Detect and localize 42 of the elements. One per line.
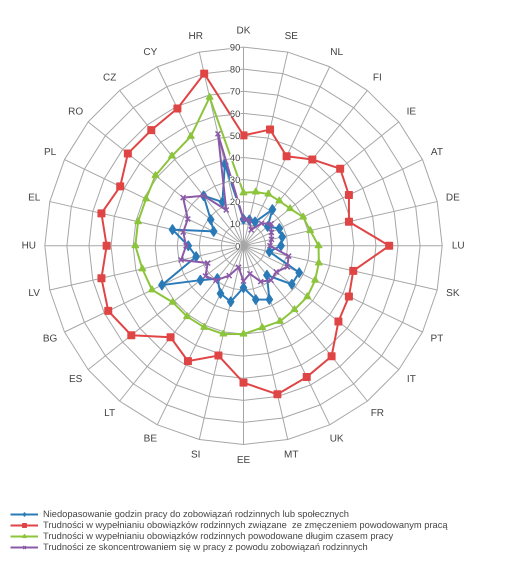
y-tick-label: 0 bbox=[235, 241, 240, 252]
legend-label: Trudności w wypełnianiu obowiązków rodzinnych powodowane długim czasem pracy bbox=[43, 531, 394, 541]
y-tick-label: 70 bbox=[230, 86, 240, 97]
spoke-label: RO bbox=[68, 106, 84, 118]
spoke-label: DK bbox=[236, 26, 251, 37]
spoke-label: CY bbox=[143, 46, 158, 58]
spoke-label: IE bbox=[406, 106, 416, 118]
y-tick-label: 10 bbox=[230, 219, 240, 230]
spoke-label: DE bbox=[446, 192, 460, 204]
spoke-label: IT bbox=[406, 374, 416, 386]
spoke-label: HU bbox=[22, 240, 36, 252]
spoke-label: EE bbox=[236, 454, 250, 466]
legend-label: Niedopasowanie godzin pracy do zobowiązań rodzinnych lub społecznych bbox=[43, 509, 349, 519]
y-tick-label: 20 bbox=[230, 197, 240, 208]
y-tick-label: 30 bbox=[230, 175, 240, 186]
spoke-label: BG bbox=[42, 333, 58, 344]
spoke-label: PT bbox=[430, 333, 444, 344]
spoke-label: FR bbox=[370, 408, 384, 420]
y-tick-label: 90 bbox=[230, 42, 240, 53]
y-tick-label: 60 bbox=[230, 108, 240, 119]
spoke-label: BE bbox=[144, 434, 158, 445]
spoke-label: EL bbox=[28, 192, 41, 204]
legend-label: Trudności w wypełnianiu obowiązków rodzinnych związane ze zmęczeniem powodowanym pracą bbox=[43, 520, 448, 530]
spoke-label: SI bbox=[191, 450, 200, 461]
legend-label: Trudności ze skoncentrowaniem się w pracy z powodu zobowiązań rodzinnych bbox=[43, 542, 368, 552]
spoke-label: CZ bbox=[102, 72, 116, 84]
y-tick-label: 50 bbox=[230, 130, 240, 141]
spoke-label: HR bbox=[188, 30, 203, 42]
y-tick-label: 40 bbox=[230, 152, 240, 163]
spoke-label: PL bbox=[44, 147, 57, 158]
spoke-label: MT bbox=[284, 450, 299, 461]
spoke-label: LV bbox=[28, 288, 40, 300]
spoke-label: AT bbox=[430, 147, 443, 158]
y-tick-label: 80 bbox=[230, 64, 240, 75]
spoke-label: ES bbox=[68, 374, 83, 386]
spoke-label: FI bbox=[372, 72, 382, 84]
spoke-label: LT bbox=[104, 408, 116, 420]
spoke-label: LU bbox=[452, 240, 465, 252]
spoke-label: NL bbox=[330, 46, 344, 58]
spoke-label: SK bbox=[446, 288, 460, 300]
spoke-label: SE bbox=[284, 30, 298, 42]
spoke-label: UK bbox=[330, 434, 344, 445]
